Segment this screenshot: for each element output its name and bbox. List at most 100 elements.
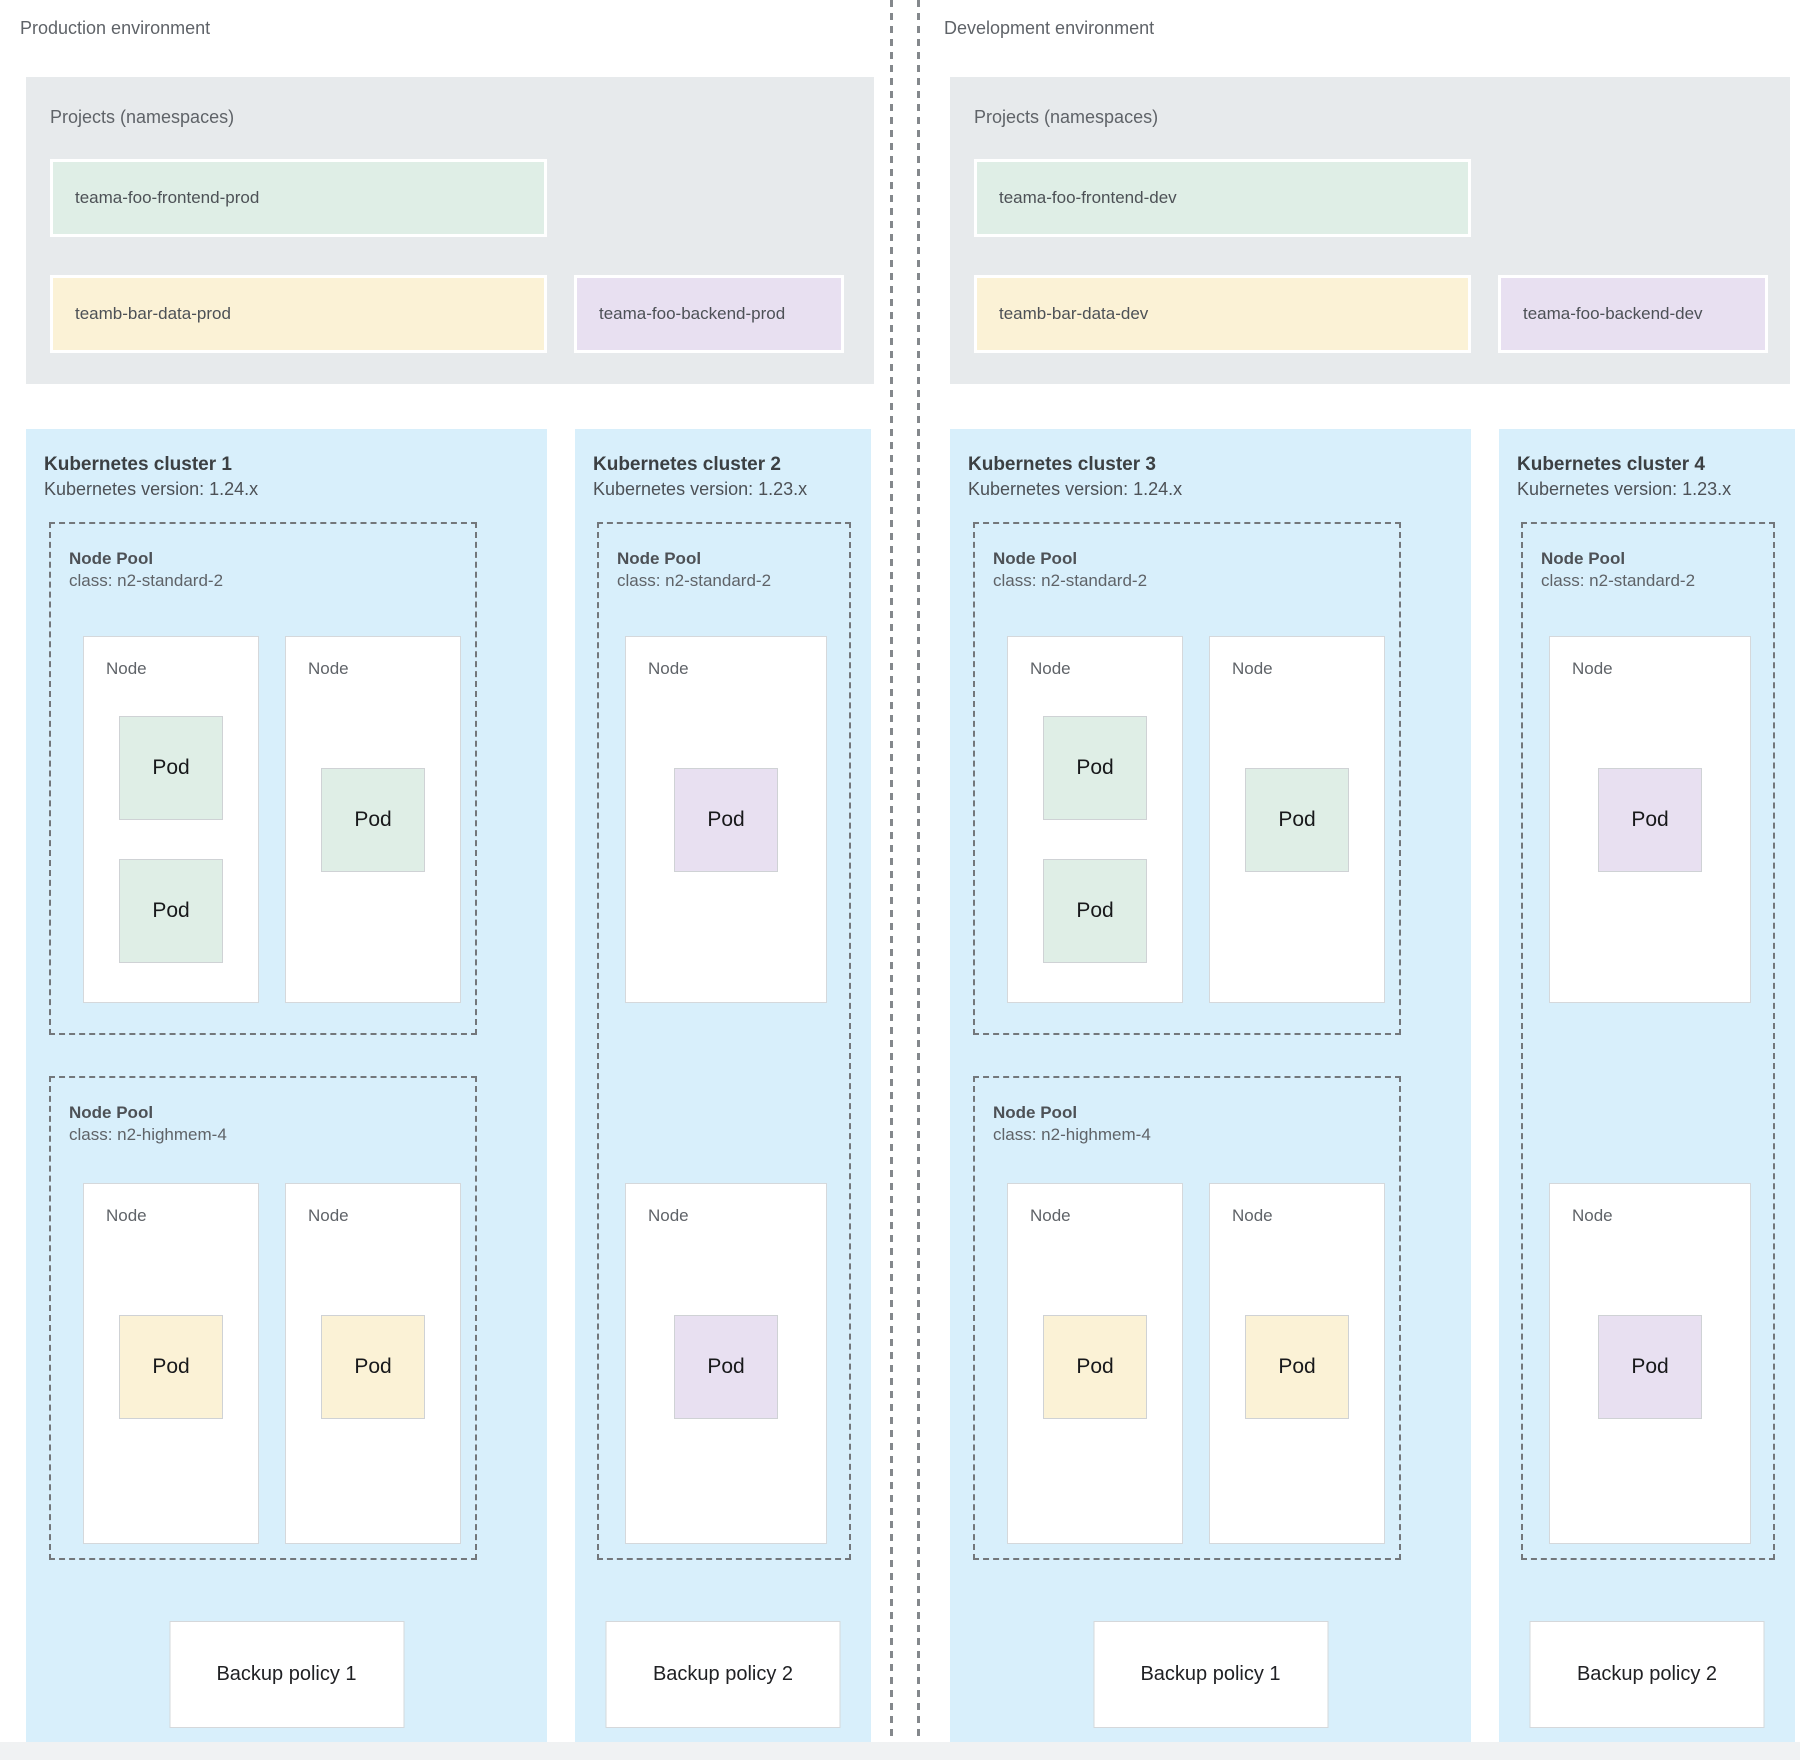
backup-policy: Backup policy 2 bbox=[1529, 1621, 1765, 1728]
pod: Pod bbox=[119, 1315, 223, 1419]
cluster-title: Kubernetes cluster 2 bbox=[593, 454, 781, 475]
node: Node Pod Pod bbox=[83, 636, 259, 1003]
node-pool-title: Node Pool bbox=[69, 1103, 154, 1122]
node-pool-title: Node Pool bbox=[993, 549, 1078, 568]
pod: Pod bbox=[321, 768, 425, 872]
pod: Pod bbox=[1245, 768, 1349, 872]
node: Node Pod bbox=[83, 1183, 259, 1544]
kubernetes-cluster-panel: Kubernetes cluster 3 Kubernetes version:… bbox=[950, 429, 1471, 1742]
cluster-version: Kubernetes version: 1.24.x bbox=[968, 479, 1183, 499]
pod: Pod bbox=[1245, 1315, 1349, 1419]
bottom-strip bbox=[0, 1742, 1800, 1760]
node-pool: Node Pool class: n2-standard-2 Node Pod … bbox=[1521, 522, 1775, 1560]
cluster-header: Kubernetes cluster 4 Kubernetes version:… bbox=[1517, 453, 1731, 501]
namespace-chip: teamb-bar-data-dev bbox=[974, 275, 1471, 353]
node-pool-class: class: n2-standard-2 bbox=[993, 571, 1148, 590]
node-pool-header: Node Pool class: n2-standard-2 bbox=[617, 548, 771, 592]
namespace-chip: teama-foo-frontend-dev bbox=[974, 159, 1471, 237]
node-label: Node bbox=[106, 1206, 147, 1225]
node-pool-title: Node Pool bbox=[617, 549, 702, 568]
node-pool-class: class: n2-highmem-4 bbox=[993, 1125, 1151, 1144]
node-label: Node bbox=[1232, 659, 1273, 678]
node-pool-header: Node Pool class: n2-highmem-4 bbox=[993, 1102, 1151, 1146]
cluster-header: Kubernetes cluster 3 Kubernetes version:… bbox=[968, 453, 1182, 501]
projects-panel-title: Projects (namespaces) bbox=[50, 107, 235, 127]
node-pool-class: class: n2-standard-2 bbox=[617, 571, 772, 590]
node-pool: Node Pool class: n2-highmem-4 Node Pod N… bbox=[973, 1076, 1401, 1560]
node: Node Pod bbox=[285, 636, 461, 1003]
namespace-chip: teamb-bar-data-prod bbox=[50, 275, 547, 353]
namespace-chip: teama-foo-backend-prod bbox=[574, 275, 844, 353]
node-label: Node bbox=[1572, 659, 1613, 678]
namespace-chip: teama-foo-frontend-prod bbox=[50, 159, 547, 237]
node-pool-class: class: n2-standard-2 bbox=[69, 571, 224, 590]
cluster-title: Kubernetes cluster 3 bbox=[968, 454, 1156, 475]
node: Node Pod bbox=[625, 636, 827, 1003]
cluster-title: Kubernetes cluster 1 bbox=[44, 454, 232, 475]
node-pool-header: Node Pool class: n2-standard-2 bbox=[993, 548, 1147, 592]
node-pool: Node Pool class: n2-standard-2 Node Pod … bbox=[973, 522, 1401, 1035]
pod: Pod bbox=[1043, 1315, 1147, 1419]
cluster-version: Kubernetes version: 1.23.x bbox=[593, 479, 808, 499]
pod: Pod bbox=[119, 859, 223, 963]
environment-production: Production environment Projects (namespa… bbox=[20, 0, 874, 1760]
node-pool-class: class: n2-highmem-4 bbox=[69, 1125, 227, 1144]
projects-panel-title: Projects (namespaces) bbox=[974, 107, 1159, 127]
node-pool-title: Node Pool bbox=[69, 549, 154, 568]
node-label: Node bbox=[308, 659, 349, 678]
cluster-version: Kubernetes version: 1.24.x bbox=[44, 479, 259, 499]
node: Node Pod bbox=[1549, 1183, 1751, 1544]
pod: Pod bbox=[119, 716, 223, 820]
node: Node Pod Pod bbox=[1007, 636, 1183, 1003]
node-pool-header: Node Pool class: n2-standard-2 bbox=[1541, 548, 1695, 592]
environment-development: Development environment Projects (namesp… bbox=[944, 0, 1795, 1760]
projects-panel: Projects (namespaces) teama-foo-frontend… bbox=[26, 77, 874, 384]
pod: Pod bbox=[1598, 1315, 1702, 1419]
node-pool: Node Pool class: n2-highmem-4 Node Pod N… bbox=[49, 1076, 477, 1560]
backup-policy: Backup policy 1 bbox=[1093, 1621, 1328, 1728]
node: Node Pod bbox=[1549, 636, 1751, 1003]
node-pool-class: class: n2-standard-2 bbox=[1541, 571, 1696, 590]
node: Node Pod bbox=[285, 1183, 461, 1544]
kubernetes-cluster-panel: Kubernetes cluster 4 Kubernetes version:… bbox=[1499, 429, 1795, 1742]
environment-divider-dashed-line bbox=[917, 0, 920, 1760]
cluster-header: Kubernetes cluster 1 Kubernetes version:… bbox=[44, 453, 258, 501]
pod: Pod bbox=[1043, 716, 1147, 820]
pod: Pod bbox=[674, 768, 778, 872]
environment-divider-dashed-line bbox=[890, 0, 893, 1760]
node: Node Pod bbox=[1209, 1183, 1385, 1544]
namespace-chip: teama-foo-backend-dev bbox=[1498, 275, 1768, 353]
node: Node Pod bbox=[1209, 636, 1385, 1003]
node-label: Node bbox=[106, 659, 147, 678]
node: Node Pod bbox=[625, 1183, 827, 1544]
kubernetes-cluster-panel: Kubernetes cluster 2 Kubernetes version:… bbox=[575, 429, 871, 1742]
pod: Pod bbox=[321, 1315, 425, 1419]
kubernetes-cluster-panel: Kubernetes cluster 1 Kubernetes version:… bbox=[26, 429, 547, 1742]
node-label: Node bbox=[1572, 1206, 1613, 1225]
node-label: Node bbox=[648, 659, 689, 678]
backup-policy: Backup policy 1 bbox=[169, 1621, 404, 1728]
node-pool-title: Node Pool bbox=[993, 1103, 1078, 1122]
node-label: Node bbox=[648, 1206, 689, 1225]
pod: Pod bbox=[674, 1315, 778, 1419]
node-label: Node bbox=[308, 1206, 349, 1225]
node-label: Node bbox=[1030, 1206, 1071, 1225]
projects-panel: Projects (namespaces) teama-foo-frontend… bbox=[950, 77, 1790, 384]
environment-label: Production environment bbox=[20, 18, 211, 38]
cluster-title: Kubernetes cluster 4 bbox=[1517, 454, 1705, 475]
node-pool-title: Node Pool bbox=[1541, 549, 1626, 568]
node-pool-header: Node Pool class: n2-highmem-4 bbox=[69, 1102, 227, 1146]
node: Node Pod bbox=[1007, 1183, 1183, 1544]
node-pool: Node Pool class: n2-standard-2 Node Pod … bbox=[597, 522, 851, 1560]
node-pool-header: Node Pool class: n2-standard-2 bbox=[69, 548, 223, 592]
backup-policy: Backup policy 2 bbox=[605, 1621, 841, 1728]
environment-label: Development environment bbox=[944, 18, 1155, 38]
node-label: Node bbox=[1030, 659, 1071, 678]
pod: Pod bbox=[1598, 768, 1702, 872]
node-label: Node bbox=[1232, 1206, 1273, 1225]
cluster-header: Kubernetes cluster 2 Kubernetes version:… bbox=[593, 453, 807, 501]
cluster-version: Kubernetes version: 1.23.x bbox=[1517, 479, 1732, 499]
node-pool: Node Pool class: n2-standard-2 Node Pod … bbox=[49, 522, 477, 1035]
pod: Pod bbox=[1043, 859, 1147, 963]
